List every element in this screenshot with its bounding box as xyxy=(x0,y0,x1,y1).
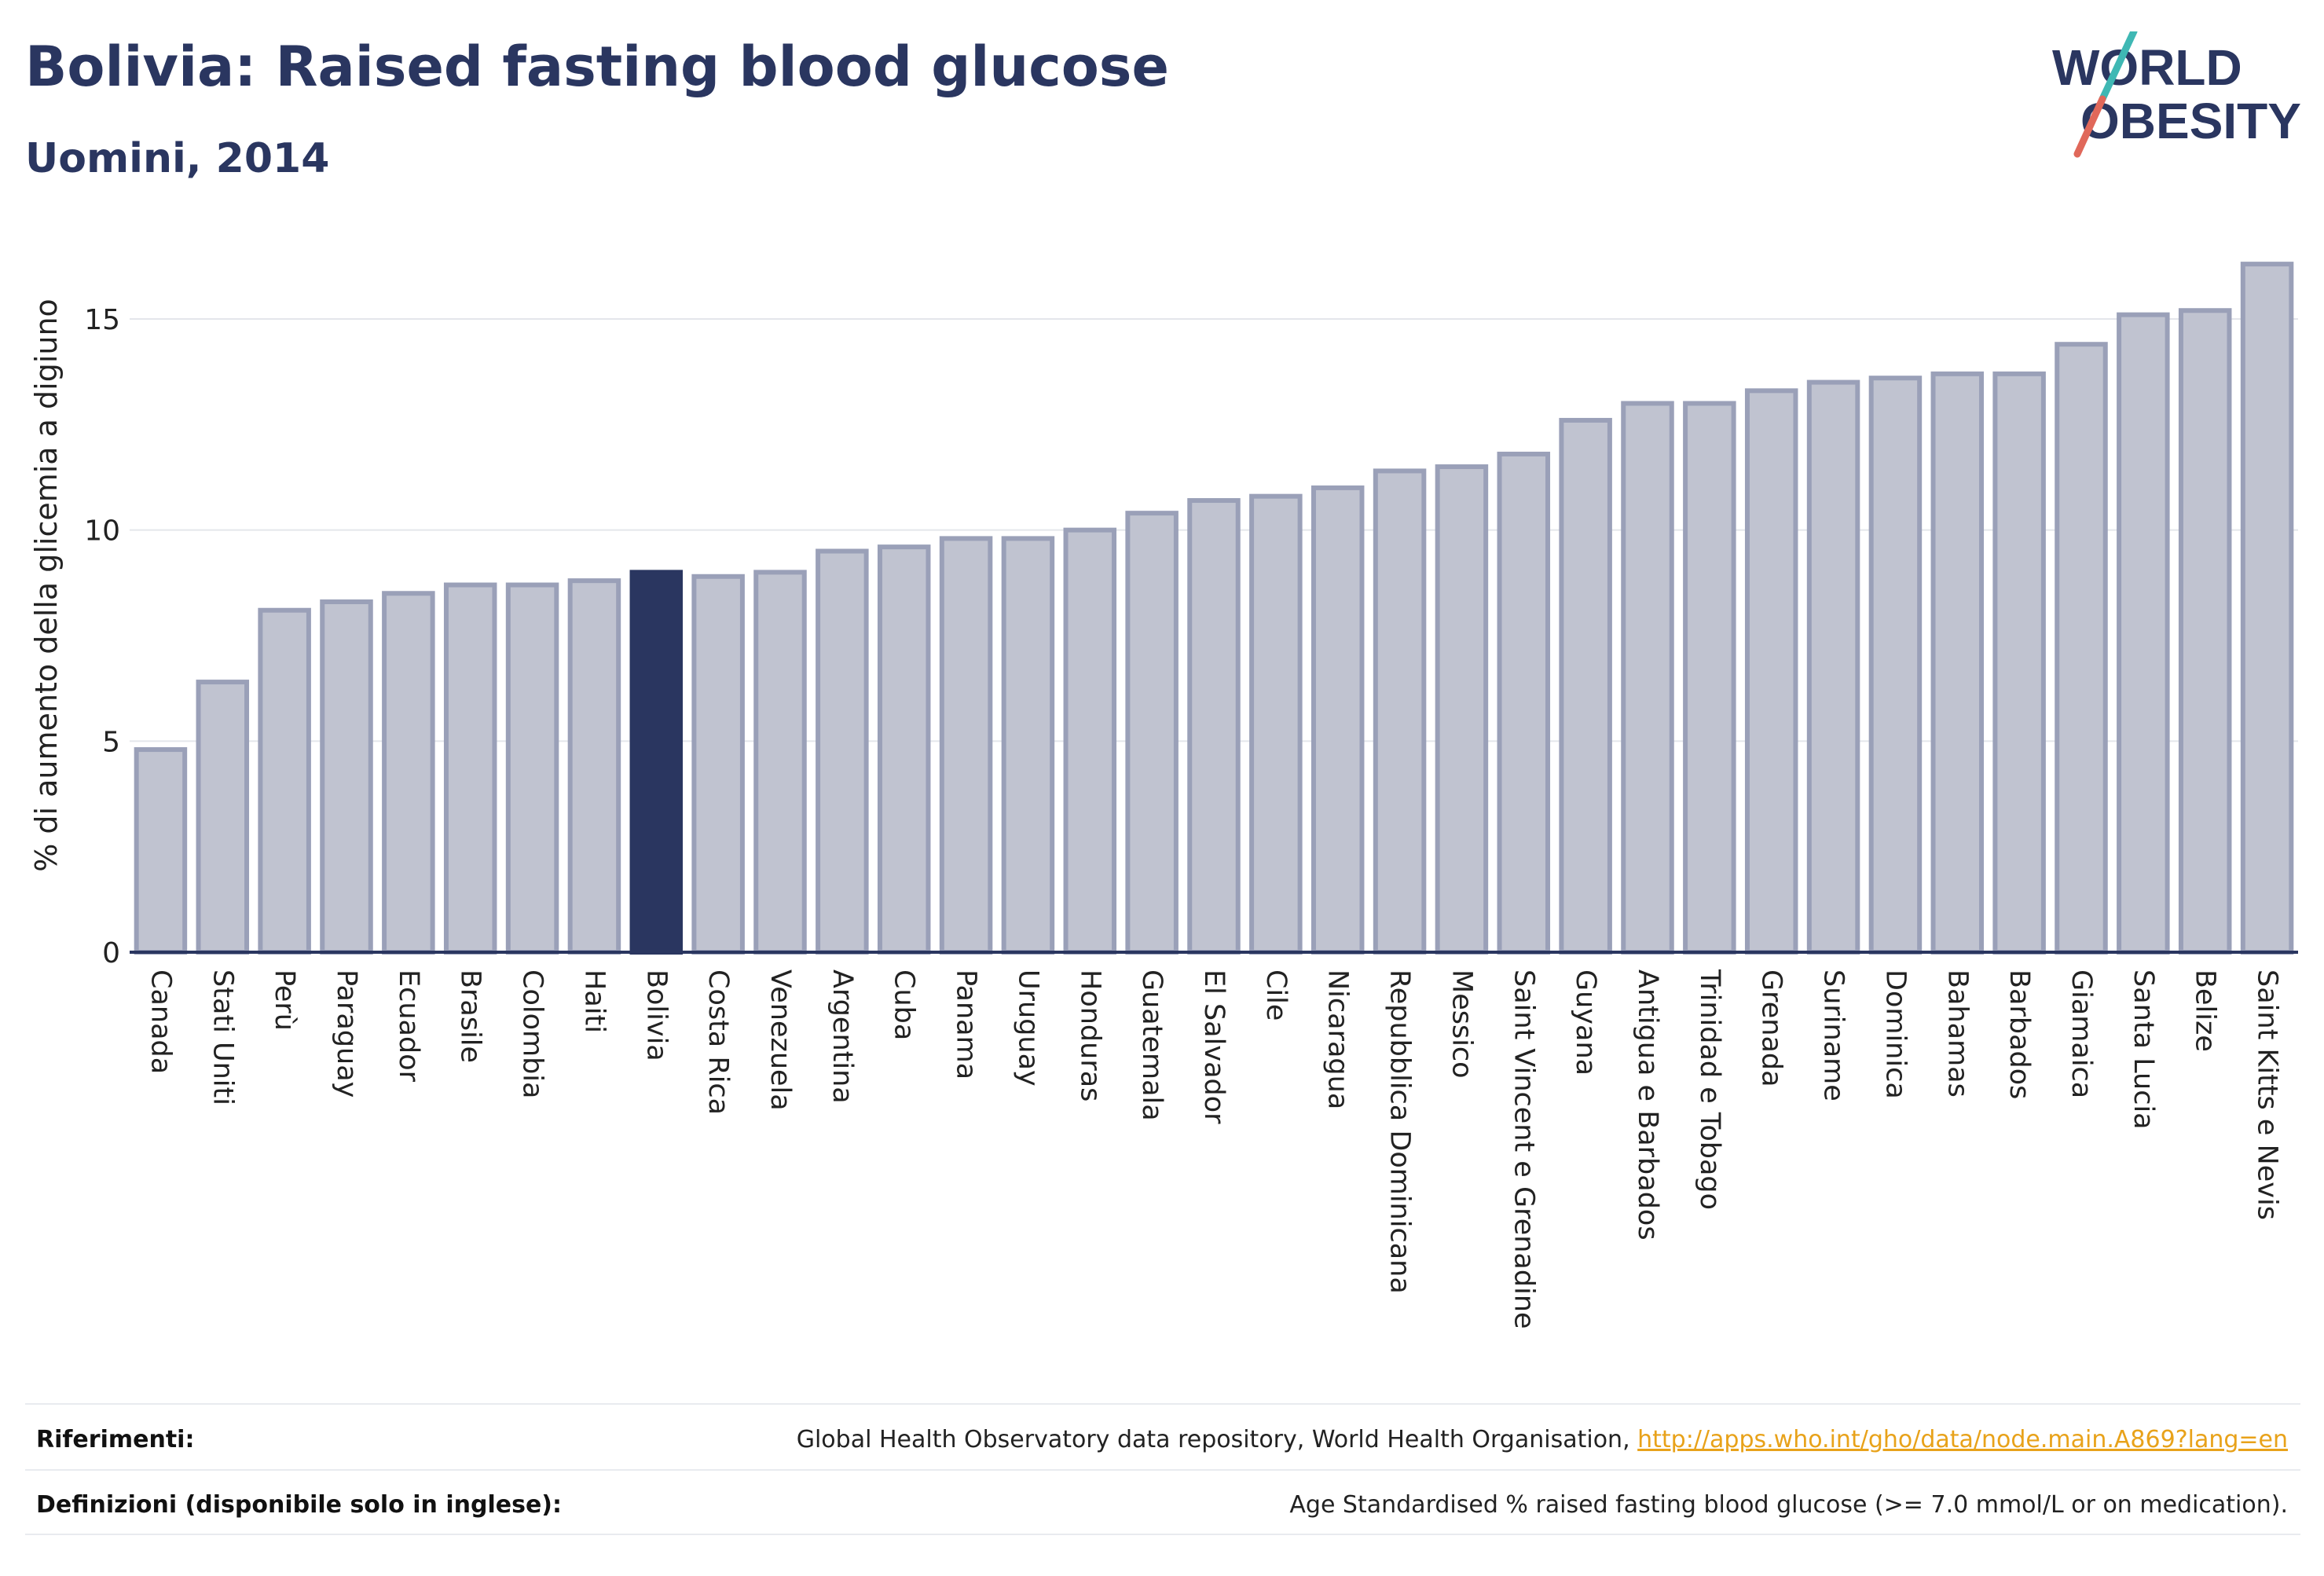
bar xyxy=(2117,312,2170,955)
bar xyxy=(1125,511,1178,955)
bar xyxy=(320,599,373,955)
x-tick-label: Bolivia xyxy=(640,969,672,1061)
x-tick-label: El Salvador xyxy=(1198,969,1230,1124)
bar xyxy=(816,548,869,955)
x-tick-label: Haiti xyxy=(578,969,610,1033)
y-tick-label: 15 xyxy=(84,304,120,336)
x-tick-label: Cile xyxy=(1260,969,1292,1021)
bar xyxy=(1868,376,1923,955)
x-tick-label: Giamaica xyxy=(2066,969,2097,1098)
logo-slash-red xyxy=(2073,95,2106,158)
bar xyxy=(1373,468,1427,955)
bar xyxy=(134,747,188,955)
definitions-text: Age Standardised % raised fasting blood … xyxy=(1289,1491,2288,1519)
x-tick-label: Venezuela xyxy=(764,969,796,1111)
x-tick-label: Guyana xyxy=(1570,969,1601,1076)
x-tick-label: Costa Rica xyxy=(702,969,734,1115)
bar xyxy=(1063,527,1117,955)
x-tick-label: Messico xyxy=(1446,969,1477,1079)
bar-chart: 0 5 10 15 Canada Stati Uniti Perù Paraguay Ecuad… xyxy=(29,262,2298,1329)
bar xyxy=(753,570,807,955)
x-tick-label: Grenada xyxy=(1756,969,1787,1087)
x-tick-label: Colombia xyxy=(517,969,548,1098)
x-tick-label: Uruguay xyxy=(1012,969,1043,1087)
bar xyxy=(1559,417,1612,955)
bar xyxy=(939,536,993,955)
tick-labels: 0 5 10 15 Canada Stati Uniti Perù Paraguay Ecuad… xyxy=(84,304,2282,1329)
page-title: Bolivia: Raised fasting blood glucose xyxy=(25,35,1169,99)
footer-divider-bottom xyxy=(25,1534,2300,1535)
x-tick-label: Belize xyxy=(2190,969,2221,1052)
bar xyxy=(2055,342,2108,955)
logo-line1: WORLD xyxy=(2052,39,2242,96)
bar xyxy=(1187,498,1241,955)
x-tick-label: Santa Lucia xyxy=(2128,969,2159,1130)
x-tick-label: Suriname xyxy=(1818,969,1849,1101)
x-tick-label: Antigua e Barbados xyxy=(1632,969,1663,1241)
footer-divider-top xyxy=(25,1403,2300,1405)
definitions-label: Definizioni (disponibile solo in inglese… xyxy=(36,1491,562,1519)
references-label: Riferimenti: xyxy=(36,1426,195,1453)
bar xyxy=(196,680,250,955)
bar xyxy=(505,582,559,955)
y-tick-label: 10 xyxy=(84,515,120,548)
references-source: Global Health Observatory data repositor… xyxy=(796,1426,1638,1453)
x-tick-label: Panama xyxy=(951,969,982,1079)
y-axis-label: % di aumento della glicemia a digiuno xyxy=(29,299,64,872)
x-tick-label: Trinidad e Tobago xyxy=(1694,969,1725,1210)
y-tick-label: 5 xyxy=(102,726,120,758)
references-link[interactable]: http://apps.who.int/gho/data/node.main.A… xyxy=(1637,1426,2288,1453)
x-tick-label: Cuba xyxy=(889,969,920,1040)
bar xyxy=(877,544,931,955)
x-tick-label: Argentina xyxy=(827,969,858,1104)
x-tick-label: Dominica xyxy=(1879,969,1911,1099)
bars xyxy=(134,262,2294,955)
bar xyxy=(1992,371,2046,955)
footer-divider-middle xyxy=(25,1469,2300,1471)
bar xyxy=(2178,308,2232,955)
bar xyxy=(1497,451,1551,955)
bar xyxy=(1806,379,1860,955)
bar xyxy=(567,578,621,955)
x-tick-label: Nicaragua xyxy=(1322,969,1354,1109)
bar xyxy=(1930,371,1985,955)
bar xyxy=(691,574,745,955)
bar xyxy=(1249,493,1303,955)
references-text: Global Health Observatory data repositor… xyxy=(797,1426,2288,1453)
bar xyxy=(443,582,497,955)
bar xyxy=(1310,485,1365,955)
x-tick-label: Saint Vincent e Grenadine xyxy=(1508,969,1539,1329)
bar xyxy=(1435,464,1489,955)
logo-slash-teal xyxy=(2099,31,2138,103)
bar xyxy=(382,591,435,955)
x-tick-label: Stati Uniti xyxy=(207,969,238,1105)
x-tick-label: Guatemala xyxy=(1136,969,1167,1121)
bar-highlight xyxy=(629,570,684,955)
bar xyxy=(1001,536,1055,955)
x-tick-label: Honduras xyxy=(1074,969,1105,1101)
x-tick-label: Ecuador xyxy=(393,969,424,1083)
bar xyxy=(258,607,311,955)
bar xyxy=(1744,388,1798,955)
x-tick-label: Repubblica Dominicana xyxy=(1384,969,1416,1294)
x-tick-label: Bahamas xyxy=(1941,969,1973,1098)
bar xyxy=(1683,401,1736,955)
x-tick-label: Paraguay xyxy=(331,969,362,1098)
x-tick-label: Perù xyxy=(269,969,300,1031)
y-tick-label: 0 xyxy=(102,937,120,969)
x-tick-label: Barbados xyxy=(2003,969,2035,1099)
bar xyxy=(2240,262,2294,955)
x-tick-label: Brasile xyxy=(455,969,486,1063)
logo-line2: OBESITY xyxy=(2080,93,2301,149)
x-tick-label: Canada xyxy=(145,969,176,1074)
bar xyxy=(1621,401,1674,955)
world-obesity-logo: WORLD OBESITY xyxy=(2052,31,2301,158)
page-subtitle: Uomini, 2014 xyxy=(25,135,330,182)
x-tick-label: Saint Kitts e Nevis xyxy=(2252,969,2283,1220)
